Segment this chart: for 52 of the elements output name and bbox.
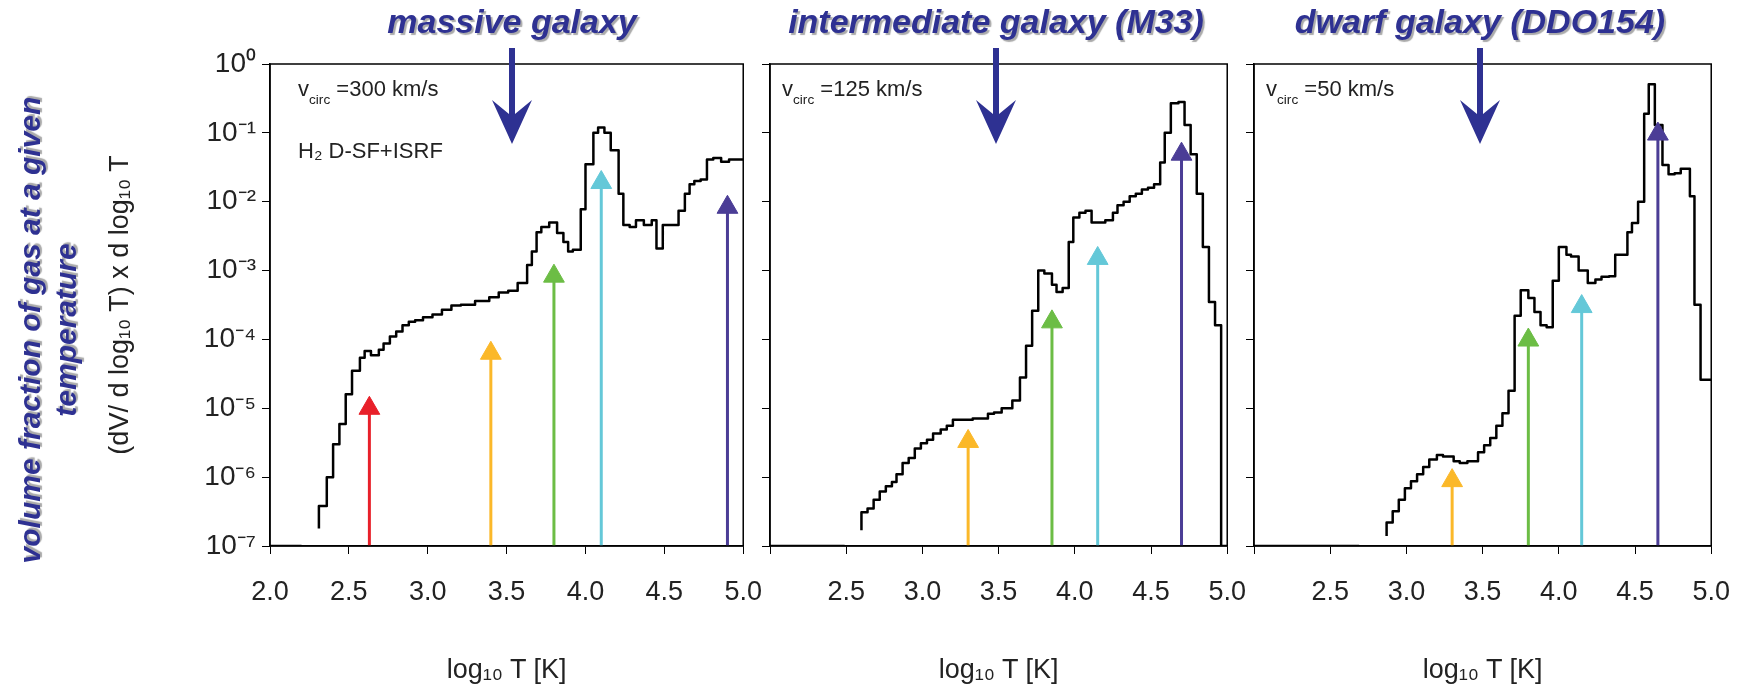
x-tick-label: 3.0	[903, 575, 942, 606]
x-axis-title: log₁₀ T [K]	[446, 654, 567, 685]
x-tick-label: 5.0	[724, 575, 763, 606]
chart-title: dwarf galaxy (DDO154)	[1294, 2, 1666, 41]
x-tick-label: 3.5	[487, 575, 526, 606]
point	[1441, 468, 1464, 488]
x-tick-label: 3.5	[1463, 575, 1502, 606]
x-tick-label: 4.0	[1056, 575, 1094, 606]
annotation: v$_{circ}$ =50 km/s	[1266, 76, 1395, 107]
point	[358, 395, 381, 415]
x-tick-label: 4.5	[1616, 575, 1654, 606]
x-tick-label: 3.0	[1387, 575, 1426, 606]
point	[543, 263, 565, 283]
x-axis-title: log₁₀ T [K]	[938, 654, 1059, 685]
x-tick-label: 3.5	[979, 575, 1018, 606]
y-tick-label: 10⁻⁷	[205, 528, 256, 560]
point	[1041, 309, 1063, 329]
y-tick-label: 10⁻³	[206, 253, 256, 285]
point	[1170, 141, 1193, 161]
y-tick-label: 10⁻²	[206, 184, 256, 216]
x-tick-label: 4.0	[1540, 575, 1578, 606]
x-tick-label: 3.0	[408, 575, 447, 606]
x-tick-label: 5.0	[1692, 575, 1731, 606]
text: volume fraction of gas at a given temperature	[12, 95, 83, 566]
y-tick-label: 10⁻⁵	[204, 391, 256, 422]
point	[716, 194, 739, 214]
y-tick-label: 10⁻¹	[206, 115, 256, 147]
x-tick-label: 2.5	[827, 575, 865, 606]
point	[1570, 294, 1593, 314]
annotation: v$_{circ}$ =300 km/s	[298, 76, 439, 107]
y-axis-title: (dV/ d log₁₀ T) x d log₁₀ T	[103, 155, 134, 455]
x-tick-label: 2.0	[251, 575, 289, 606]
annotation: v$_{circ}$ =125 km/s	[782, 76, 923, 107]
point	[1086, 245, 1109, 265]
y-tick-label: 10⁻⁶	[204, 459, 256, 491]
point	[479, 340, 502, 360]
y-tick-label: 10⁻⁴	[203, 322, 256, 354]
chart-title: intermediate galaxy (M33)	[788, 2, 1204, 41]
x-tick-label: 4.0	[566, 575, 605, 606]
point	[1647, 121, 1669, 141]
point	[957, 428, 980, 448]
x-tick-label: 4.5	[1132, 575, 1170, 606]
x-tick-label: 5.0	[1208, 575, 1247, 606]
y-tick-label: 10⁰	[214, 46, 256, 78]
annotation: H₂ D-SF+ISRF	[298, 138, 443, 164]
x-tick-label: 2.5	[1311, 575, 1349, 606]
x-axis-title: log₁₀ T [K]	[1422, 654, 1543, 685]
point	[1517, 327, 1540, 347]
point	[590, 170, 613, 190]
chart-title: massive galaxy	[387, 2, 637, 41]
x-tick-label: 4.5	[645, 575, 684, 606]
x-tick-label: 2.5	[330, 575, 368, 606]
